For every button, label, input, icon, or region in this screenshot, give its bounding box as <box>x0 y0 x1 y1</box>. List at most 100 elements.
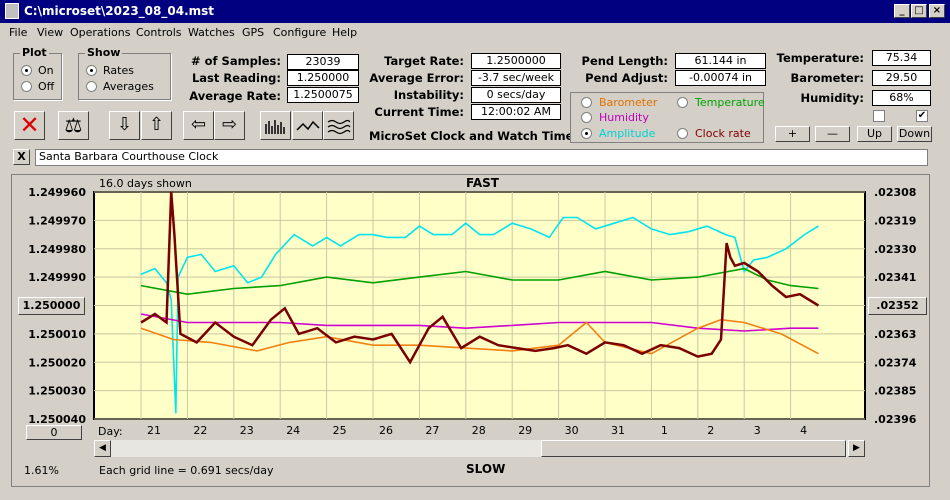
wave-graph-icon[interactable] <box>323 111 354 140</box>
plot-on-label: On <box>38 64 54 77</box>
menu-view[interactable]: View <box>37 26 64 39</box>
series-humidity-radio[interactable] <box>581 112 592 123</box>
show-averages-label: Averages <box>103 80 154 93</box>
average-rate-label: Average Rate: <box>189 89 281 103</box>
show-group-legend: Show <box>85 46 123 59</box>
samples-value: 23039 <box>287 54 359 70</box>
left-tick-label: 1.249960 <box>28 186 86 199</box>
series-line-temperature <box>140 267 819 296</box>
series-barometer-label: Barometer <box>599 96 658 109</box>
day-tick-label: 26 <box>379 424 393 437</box>
target-rate-label: Target Rate: <box>384 54 464 68</box>
day-tick-label: 25 <box>333 424 347 437</box>
horizontal-scrollbar[interactable]: ◀ ▶ <box>94 440 865 457</box>
right-tick-label: .02385 <box>874 385 916 398</box>
average-error-label: Average Error: <box>369 71 464 85</box>
current-time-value: 12:00:02 AM <box>471 104 561 120</box>
plot-group: Plot On Off <box>13 46 62 100</box>
close-button[interactable]: × <box>929 4 945 18</box>
humidity-label: Humidity: <box>800 91 864 105</box>
plot-group-legend: Plot <box>20 46 49 59</box>
right-tick-label: .02363 <box>874 328 916 341</box>
up-button[interactable]: Up <box>857 126 892 142</box>
barometer-label: Barometer: <box>790 71 864 85</box>
title-bar: C:\microset\2023_08_04.mst _ □ × <box>0 0 950 23</box>
plot-off-radio[interactable] <box>21 81 32 92</box>
series-amplitude-label: Amplitude <box>599 127 656 140</box>
plus-button[interactable]: + <box>775 126 810 142</box>
series-clock-rate-radio[interactable] <box>677 128 688 139</box>
scroll-thumb[interactable] <box>541 440 846 457</box>
day-tick-label: 1 <box>661 424 668 437</box>
menu-watches[interactable]: Watches <box>188 26 235 39</box>
fast-label: FAST <box>466 176 499 190</box>
menu-configure[interactable]: Configure <box>273 26 327 39</box>
menu-operations[interactable]: Operations <box>70 26 131 39</box>
day-tick-label: 27 <box>425 424 439 437</box>
day-tick-label: 22 <box>193 424 207 437</box>
last-reading-label: Last Reading: <box>191 71 281 85</box>
plot-panel: 16.0 days shown FAST SLOW 1.61% Each gri… <box>11 174 930 487</box>
arrow-up-icon[interactable]: ⇧ <box>141 111 172 140</box>
maximize-button[interactable]: □ <box>911 4 927 18</box>
show-rates-radio[interactable] <box>86 65 97 76</box>
arrow-left-icon[interactable]: ⇦ <box>183 111 214 140</box>
slow-label: SLOW <box>466 462 506 476</box>
right-tick-label: .02319 <box>874 214 916 227</box>
left-tick-label: 1.250040 <box>28 413 86 426</box>
plot-off-label: Off <box>38 80 55 93</box>
minus-button[interactable]: — <box>815 126 850 142</box>
series-amplitude-radio[interactable] <box>581 128 592 139</box>
day-tick-label: 21 <box>147 424 161 437</box>
percent-label: 1.61% <box>24 464 59 477</box>
series-barometer-radio[interactable] <box>581 97 592 108</box>
show-rates-label: Rates <box>103 64 134 77</box>
right-tick-label: .02374 <box>874 356 917 369</box>
day-tick-label: 29 <box>518 424 532 437</box>
grid-note: Each grid line = 0.691 secs/day <box>99 464 274 477</box>
day-tick-label: 30 <box>565 424 579 437</box>
series-temperature-radio[interactable] <box>677 97 688 108</box>
menu-help[interactable]: Help <box>332 26 358 39</box>
menu-controls[interactable]: Controls <box>136 26 182 39</box>
samples-label: # of Samples: <box>191 54 281 68</box>
clear-name-button[interactable]: X <box>13 149 30 165</box>
center-rate-button[interactable]: 1.250000 <box>18 297 85 315</box>
down-button[interactable]: Down <box>897 126 932 142</box>
menu-gps[interactable]: GPS <box>242 26 265 39</box>
line-graph-icon[interactable] <box>292 111 323 140</box>
left-tick-label: 1.249990 <box>28 271 86 284</box>
right-tick-label: .02308 <box>874 186 916 199</box>
series-select-box: Barometer Temperature Humidity Amplitude… <box>570 92 765 143</box>
average-error-value: -3.7 sec/week <box>471 70 561 86</box>
series-clock-rate-label: Clock rate <box>695 127 751 140</box>
scale-balance-icon[interactable]: ⚖ <box>58 111 89 140</box>
days-shown-label: 16.0 days shown <box>99 177 192 190</box>
arrow-down-icon[interactable]: ⇩ <box>109 111 140 140</box>
center-amplitude-button[interactable]: .02352 <box>868 297 927 315</box>
average-rate-value: 1.2500075 <box>287 87 359 103</box>
day-tick-label: 2 <box>707 424 714 437</box>
window-title: C:\microset\2023_08_04.mst <box>24 4 215 18</box>
right-tick-label: .02330 <box>874 243 917 256</box>
bars-graph-icon[interactable] <box>260 111 291 140</box>
menu-file[interactable]: File <box>9 26 28 39</box>
zero-button[interactable]: 0 <box>26 425 82 440</box>
target-rate-value: 1.2500000 <box>471 53 561 69</box>
arrow-right-icon[interactable]: ⇨ <box>214 111 245 140</box>
temperature-label: Temperature: <box>776 51 864 65</box>
right-checkbox[interactable]: ✔ <box>916 110 928 122</box>
show-averages-radio[interactable] <box>86 81 97 92</box>
scroll-right-arrow-icon[interactable]: ▶ <box>848 440 865 457</box>
day-tick-label: 28 <box>472 424 486 437</box>
plot-on-radio[interactable] <box>21 65 32 76</box>
stop-icon[interactable]: ✕ <box>14 111 45 140</box>
clock-name-field[interactable]: Santa Barbara Courthouse Clock <box>35 149 928 166</box>
left-checkbox[interactable] <box>873 110 885 122</box>
minimize-button[interactable]: _ <box>894 4 910 18</box>
day-tick-label: 4 <box>800 424 807 437</box>
instability-value: 0 secs/day <box>471 87 561 103</box>
scroll-left-arrow-icon[interactable]: ◀ <box>94 440 111 457</box>
day-axis-label: Day: <box>98 425 123 438</box>
